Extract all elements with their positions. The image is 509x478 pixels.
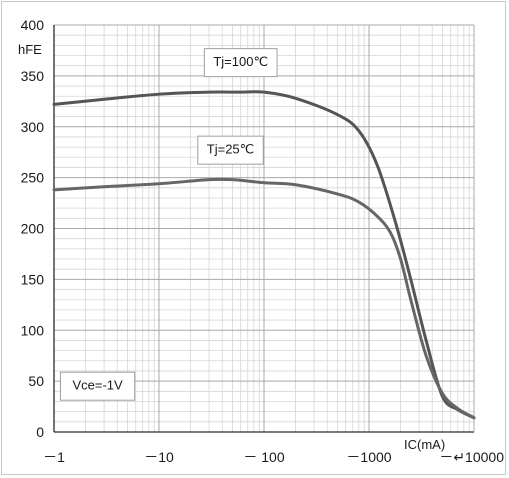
x-tick-label: －1000 [346, 449, 391, 465]
x-tick-label: －1 [43, 449, 65, 465]
tick-labels: 0 50 100 150 200 250 300 350 400 －1 －10 － 100 －1000 －… [21, 17, 505, 465]
annotation-box [59, 371, 136, 401]
y-tick-label: 100 [21, 322, 45, 338]
y-tick-label: 250 [21, 170, 45, 186]
x-tick-label: － 100 [243, 449, 284, 465]
y-tick-label: 350 [21, 68, 45, 84]
annotation-box [203, 48, 278, 78]
y-tick-label: 50 [28, 373, 44, 389]
annotation-label: Tj=100℃ [213, 54, 268, 69]
y-tick-label: 400 [21, 17, 45, 33]
y-tick-label: 200 [21, 221, 45, 237]
y-tick-label: 300 [21, 119, 45, 135]
y-tick-label: 150 [21, 271, 45, 287]
x-tick-label: －↵10000 [439, 449, 504, 465]
series-line-tj25 [52, 177, 476, 420]
x-tick-label: －10 [144, 449, 174, 465]
annotations-layer: Tj=100℃ Tj=25℃ Vce=-1V [59, 48, 278, 401]
series-layer [52, 90, 476, 420]
y-tick-label: 0 [36, 424, 44, 440]
annotation-label: Tj=25℃ [207, 142, 254, 157]
axes [53, 25, 475, 433]
y-axis-label: hFE [18, 42, 42, 57]
series-line-tj100 [52, 90, 476, 420]
annotation-box [197, 135, 264, 165]
x-axis-label: IC(mA) [404, 437, 445, 452]
annotation-label: Vce=-1V [72, 378, 123, 393]
